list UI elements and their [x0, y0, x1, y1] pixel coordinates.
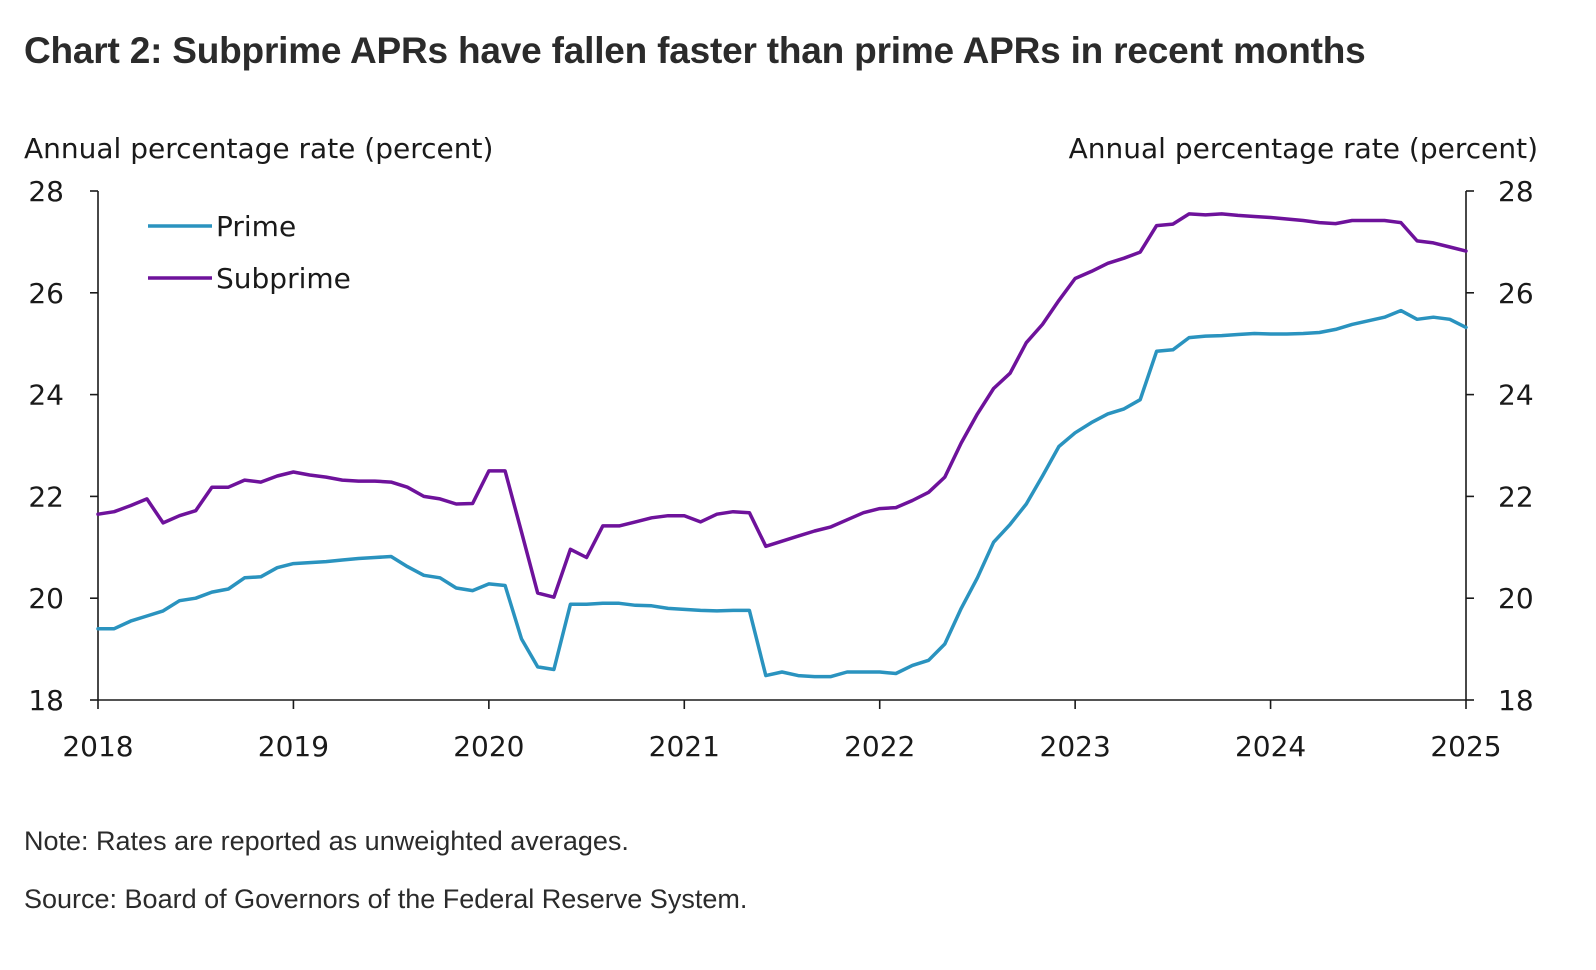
y-tick-label-left: 18: [28, 684, 64, 717]
x-tick-label: 2022: [844, 730, 915, 763]
series-layer: [96, 212, 1468, 679]
y-tick-label-left: 28: [28, 175, 64, 208]
x-tick-label: 2025: [1430, 730, 1501, 763]
y-tick-label-left: 22: [28, 480, 64, 513]
y-tick-label-right: 28: [1498, 175, 1534, 208]
y-axis-label-right: Annual percentage rate (percent): [1069, 132, 1538, 165]
legend-label-prime: Prime: [216, 210, 296, 243]
legend: Prime Subprime: [148, 210, 351, 295]
chart-note: Note: Rates are reported as unweighted a…: [24, 826, 629, 856]
y-tick-label-right: 22: [1498, 480, 1534, 513]
y-tick-label-left: 20: [28, 582, 64, 615]
y-tick-label-left: 26: [28, 277, 64, 310]
x-tick-label: 2020: [453, 730, 524, 763]
y-tick-label-left: 24: [28, 379, 64, 412]
line-chart: Annual percentage rate (percent) Annual …: [24, 132, 1538, 763]
chart-source: Source: Board of Governors of the Federa…: [24, 884, 748, 914]
series-line-subprime: [96, 212, 1468, 599]
y-axis-label-left: Annual percentage rate (percent): [24, 132, 493, 165]
y-tick-label-right: 18: [1498, 684, 1534, 717]
x-tick-label: 2023: [1040, 730, 1111, 763]
y-tick-label-right: 24: [1498, 379, 1534, 412]
x-tick-label: 2019: [258, 730, 329, 763]
y-tick-label-right: 20: [1498, 582, 1534, 615]
x-tick-label: 2021: [649, 730, 720, 763]
chart-title: Chart 2: Subprime APRs have fallen faste…: [24, 30, 1366, 71]
x-tick-label: 2018: [62, 730, 133, 763]
y-tick-label-right: 26: [1498, 277, 1534, 310]
x-tick-label: 2024: [1235, 730, 1306, 763]
series-line-prime: [96, 308, 1468, 679]
legend-label-subprime: Subprime: [216, 262, 351, 295]
